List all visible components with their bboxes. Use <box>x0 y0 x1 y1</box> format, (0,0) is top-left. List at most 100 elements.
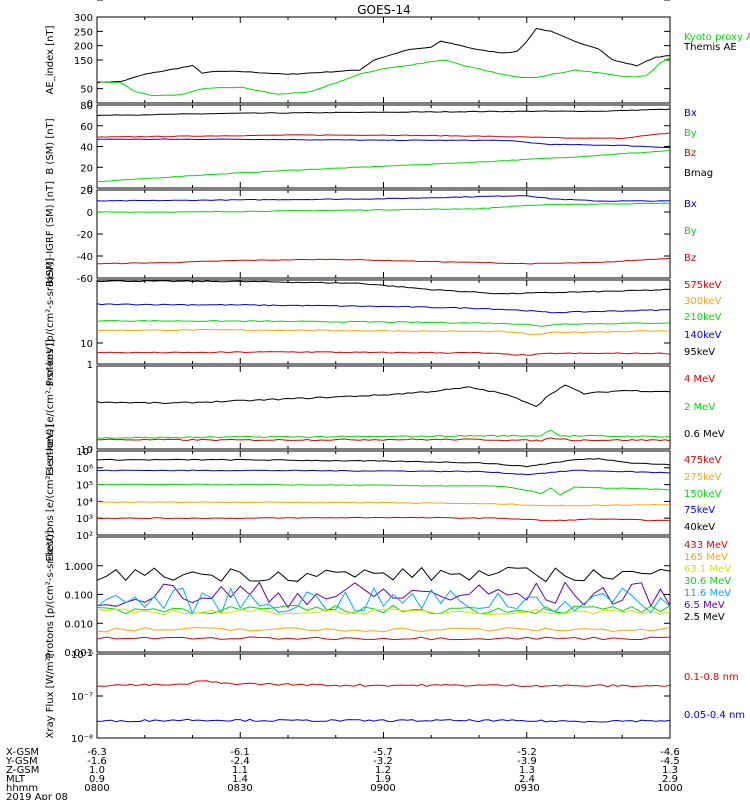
y-tick-label: 0 <box>87 184 93 195</box>
y-axis-label: B (SM) [nT] <box>45 118 56 174</box>
y-axis-label: AE_index [nT] <box>45 25 56 94</box>
x-tick-value: 1.1 <box>232 765 248 776</box>
series-210kev-line <box>96 319 671 327</box>
y-tick-label: 1.000 <box>64 562 93 573</box>
panel-1-frame <box>96 16 671 104</box>
y-tick-label: 20 <box>80 163 93 174</box>
y-tick-label: 0.100 <box>64 591 93 602</box>
series-275kev-line <box>96 501 671 507</box>
y-tick-label: 10⁴ <box>76 497 93 508</box>
legend-entry: 165 MeV <box>684 552 728 563</box>
series-bx-line <box>96 195 671 202</box>
series-0-1-0-8-nm-line <box>96 680 671 688</box>
series-by-line <box>96 149 671 183</box>
x-tick-value: 0830 <box>227 783 252 794</box>
y-axis-label: Electrons [e/(cm²-s-sr-keV)] <box>45 424 56 561</box>
date-label: 2019 Apr 08 <box>6 792 68 800</box>
y-tick-label: 10² <box>76 531 93 542</box>
y-axis-label: Xray Flux [W/m²] <box>45 653 56 738</box>
series-140kev-line <box>96 303 671 314</box>
y-tick-label: 1000 <box>68 0 93 3</box>
x-tick-value: -6.3 <box>87 747 107 758</box>
legend-entry: Bz <box>684 148 696 159</box>
x-axis-row-label: hhmm <box>6 783 38 794</box>
x-axis-row-label: Z-GSM <box>6 765 39 776</box>
y-tick-label: 40 <box>80 143 93 154</box>
legend-entry: 6.5 MeV <box>684 600 725 611</box>
series-433-mev-line <box>96 636 671 641</box>
y-tick-label: 150 <box>74 56 93 67</box>
y-tick-label: -40 <box>77 252 93 263</box>
x-tick-value: -1.6 <box>87 756 107 767</box>
legend-entry: Bx <box>684 199 697 210</box>
legend-entry: 2 MeV <box>684 402 715 413</box>
x-tick-value: -6.1 <box>230 747 250 758</box>
x-tick-value: 2.4 <box>519 774 535 785</box>
legend-entry: 150keV <box>684 489 722 500</box>
y-tick-label: 1 <box>87 360 93 371</box>
y-tick-label: -60 <box>77 274 93 285</box>
y-tick-label: 10 <box>80 445 93 456</box>
legend-entry: 433 MeV <box>684 540 728 551</box>
series-4-mev-line <box>96 437 671 442</box>
y-axis-label: Protons [p/(cm²-s-sr-keV)] <box>45 530 56 658</box>
legend-entry: 0.6 MeV <box>684 429 725 440</box>
legend-entry: Kyoto proxy AE <box>684 32 750 43</box>
legend-entry: 475keV <box>684 455 722 466</box>
y-tick-label: 100 <box>74 0 93 3</box>
x-tick-value: 1.9 <box>375 774 391 785</box>
legend-entry: 40keV <box>684 522 715 533</box>
y-tick-label: 50 <box>80 85 93 96</box>
y-axis-label: Protons [p/(cm²-s-sr-keV)] <box>45 258 56 386</box>
series-6-5-mev-line <box>96 581 671 609</box>
legend-entry: 300keV <box>684 296 722 307</box>
y-tick-label: 10⁻⁸ <box>71 734 93 745</box>
x-tick-value: 0.9 <box>89 774 105 785</box>
series-bz-line <box>97 257 671 265</box>
x-tick-value: -5.7 <box>373 747 393 758</box>
legend-entry: 0.1-0.8 nm <box>684 672 739 683</box>
series-2-5-mev-line <box>96 566 671 583</box>
legend-entry: 63.1 MeV <box>684 564 731 575</box>
y-tick-label: 10000 <box>61 0 93 3</box>
legend-entry: Bz <box>684 253 696 264</box>
series-bmag-line <box>96 108 671 116</box>
y-tick-label: 10⁵ <box>76 481 93 492</box>
legend-entry: 30.6 MeV <box>684 576 731 587</box>
legend-entry: 4 MeV <box>684 374 715 385</box>
series-bx-line <box>97 138 671 149</box>
legend-entry: 2.5 MeV <box>684 612 725 623</box>
series-165-mev-line <box>96 626 671 633</box>
series-by-line <box>96 202 671 213</box>
legend-entry: 575keV <box>684 280 722 291</box>
y-tick-label: 60 <box>80 122 93 133</box>
x-tick-value: 0930 <box>514 783 539 794</box>
series-150kev-line <box>96 483 671 496</box>
y-tick-label: 200 <box>74 42 93 53</box>
y-tick-label: 0.001 <box>64 648 93 659</box>
x-tick-value: -2.4 <box>230 756 250 767</box>
y-tick-label: 80 <box>80 101 93 112</box>
series-40kev-line <box>96 457 671 468</box>
series-63-1-mev-line <box>96 608 671 616</box>
x-tick-value: 1000 <box>657 783 682 794</box>
legend-entry: 75keV <box>684 505 715 516</box>
y-tick-label: -20 <box>77 230 93 241</box>
series-75kev-line <box>96 469 671 476</box>
series-575kev-line <box>96 351 671 356</box>
y-tick-label: 10 <box>80 339 93 350</box>
y-tick-label: 10⁻⁷ <box>71 692 93 703</box>
y-axis-label: B(SM)-IGRF (SM) [nT] <box>45 181 56 287</box>
series-0-05-0-4-nm-line <box>96 718 671 723</box>
legend-entry: 275keV <box>684 472 722 483</box>
y-tick-label: 10⁻⁶ <box>71 650 93 661</box>
plot-title: GOES-14 <box>357 3 411 17</box>
y-tick-label: 10⁶ <box>76 464 93 475</box>
x-tick-value: 0900 <box>370 783 395 794</box>
panel-6-frame <box>96 450 671 536</box>
x-tick-value: 1.3 <box>662 765 678 776</box>
legend-entry: Bx <box>684 108 697 119</box>
x-tick-value: -3.2 <box>373 756 393 767</box>
x-tick-value: 0800 <box>84 783 109 794</box>
